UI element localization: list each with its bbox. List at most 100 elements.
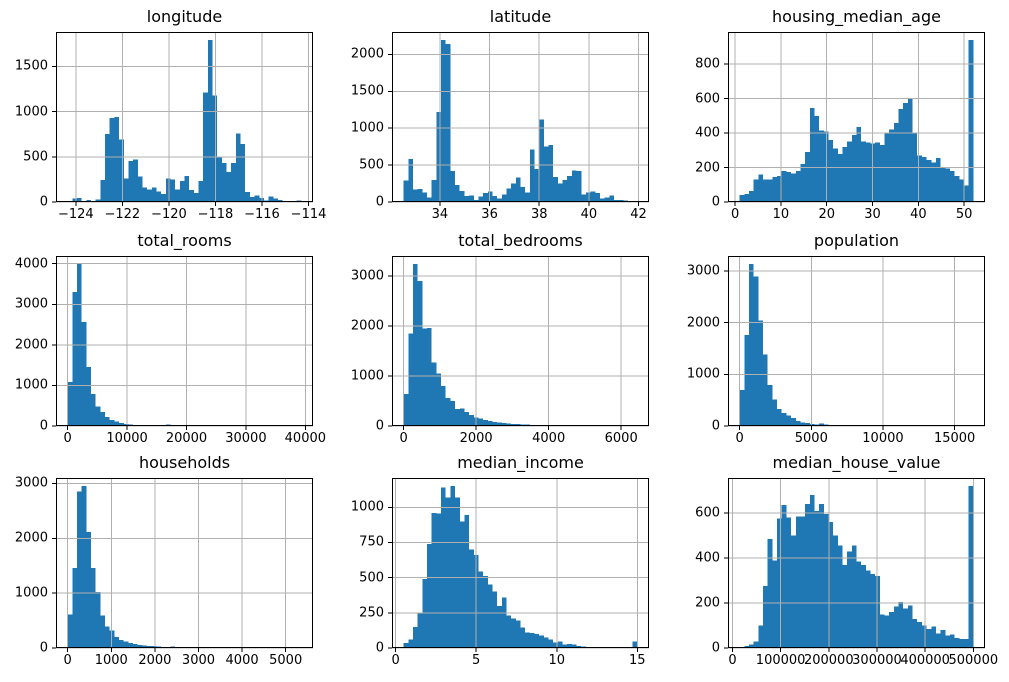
- histogram-bar: [403, 643, 409, 648]
- y-tick-label: 0: [711, 194, 720, 210]
- histogram-bar: [553, 642, 558, 648]
- histogram-bar: [963, 185, 969, 202]
- histogram-bar: [562, 179, 568, 202]
- histogram-bar: [823, 131, 829, 202]
- x-tick-label: −114: [290, 207, 327, 222]
- histogram-bar: [898, 108, 904, 202]
- histogram-bar: [865, 570, 871, 648]
- histogram-bar: [198, 181, 204, 202]
- x-tick-label: 10: [548, 653, 566, 668]
- x-tick-label: 20: [818, 207, 835, 222]
- histogram-bar: [100, 615, 106, 648]
- histogram-bar: [469, 549, 474, 648]
- histogram-bar: [819, 130, 824, 202]
- histogram-bar: [511, 423, 516, 426]
- histogram-bar: [571, 170, 577, 202]
- histogram-bar: [833, 148, 838, 202]
- histogram-bar: [483, 420, 488, 426]
- y-tick-label: 750: [359, 534, 384, 550]
- histogram-bar: [809, 495, 815, 648]
- histogram-bar: [921, 157, 927, 202]
- histogram-bar: [819, 504, 824, 648]
- histogram-bar: [539, 119, 544, 202]
- histogram-bar: [408, 159, 414, 202]
- histogram-svg: [52, 478, 313, 652]
- histogram-bar: [581, 194, 586, 202]
- histogram-bar: [739, 195, 745, 202]
- histogram-bar: [823, 514, 829, 648]
- histogram-bar: [842, 146, 848, 202]
- histogram-bar: [618, 199, 624, 202]
- y-tick-label: 400: [695, 125, 720, 141]
- histogram-bars: [67, 486, 302, 648]
- histogram-bar: [749, 190, 754, 202]
- histogram-bar: [520, 187, 526, 202]
- histogram-bar: [599, 198, 605, 202]
- grid-lines: [392, 32, 649, 203]
- histogram-bar: [805, 504, 810, 648]
- tick-marks: [52, 482, 287, 652]
- histogram-bar: [501, 597, 507, 648]
- histogram-bar: [758, 625, 764, 648]
- histogram-bar: [147, 189, 152, 202]
- histogram-bar: [515, 177, 521, 202]
- y-tick-label: 400: [695, 550, 720, 566]
- histogram-bar: [931, 162, 936, 202]
- histogram-bar: [539, 635, 544, 648]
- histogram-bar: [497, 605, 502, 648]
- plot-area-total-rooms: 0 10000 20000 30000 40000 0 1000 2000 3000 4000: [15, 256, 326, 445]
- histogram-bar: [81, 486, 87, 648]
- histogram-bar: [781, 413, 787, 426]
- chart-title: total_rooms: [137, 231, 232, 250]
- histogram-bar: [749, 644, 754, 648]
- histogram-bar: [805, 423, 810, 426]
- histogram-bar: [72, 198, 78, 202]
- histogram-bar: [609, 195, 614, 202]
- histogram-svg: [388, 32, 649, 206]
- axes-spines: [56, 32, 313, 202]
- histogram-bar: [81, 322, 87, 426]
- histogram-bar: [837, 153, 843, 202]
- histogram-bar: [529, 149, 535, 202]
- histogram-bar: [585, 192, 591, 202]
- histogram-bar: [478, 571, 484, 648]
- histogram-bar: [427, 543, 432, 648]
- x-tick-label: 0: [735, 431, 744, 446]
- histogram-bar: [483, 193, 488, 202]
- x-tick-label: 3000: [181, 653, 216, 668]
- y-tick-label: 200: [695, 595, 720, 611]
- x-tick-label: 500000: [948, 653, 999, 668]
- histogram-bar: [543, 637, 549, 648]
- plot-area-households: 0 1000 2000 3000 4000 5000 0 1000 2000 3000: [15, 477, 313, 667]
- histogram-bar: [455, 185, 460, 202]
- histogram-bar: [506, 188, 512, 202]
- histogram-bar: [91, 567, 96, 648]
- histogram-bar: [422, 328, 428, 426]
- y-tick-label: 0: [39, 194, 48, 210]
- histogram-bar: [487, 584, 493, 648]
- chart-title: median_house_value: [772, 453, 941, 472]
- histogram-bar: [940, 630, 946, 648]
- y-tick-label: 1500: [14, 58, 48, 74]
- histogram-bar: [968, 486, 974, 648]
- chart-title: population: [813, 231, 900, 250]
- histogram-bar: [109, 419, 115, 426]
- axes-spines: [392, 256, 649, 426]
- y-tick-label: 600: [695, 505, 720, 521]
- x-tick-label: 36: [481, 207, 498, 222]
- histogram-bar: [851, 545, 857, 648]
- x-tick-label: 10000: [862, 431, 904, 446]
- histogram-bar: [595, 193, 600, 202]
- histogram-bar: [893, 122, 899, 202]
- histogram-bar: [907, 98, 913, 202]
- histogram-bar: [875, 576, 880, 648]
- histogram-bar: [511, 618, 516, 648]
- histogram-bar: [861, 141, 866, 202]
- x-tick-label: 2000: [459, 431, 493, 446]
- histogram-bar: [795, 516, 801, 648]
- histogram-bar: [91, 393, 96, 426]
- histogram-bar: [109, 117, 115, 202]
- histogram-bar: [744, 334, 750, 426]
- chart-title: total_bedrooms: [458, 231, 583, 250]
- histogram-bar: [105, 134, 110, 202]
